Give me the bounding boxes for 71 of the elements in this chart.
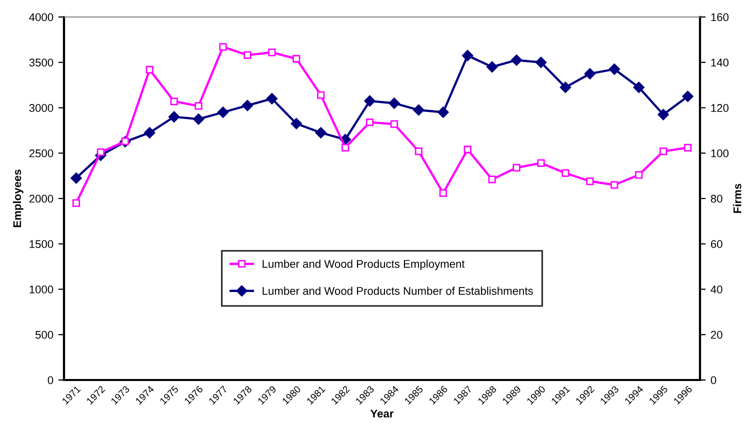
- point: [268, 48, 276, 56]
- point: [413, 104, 424, 116]
- y-tick-label: 1000: [30, 286, 54, 294]
- point: [72, 199, 80, 207]
- point: [366, 118, 374, 126]
- y2-tick-label: 60: [710, 240, 722, 248]
- point: [584, 68, 596, 80]
- point: [510, 54, 522, 66]
- y2-tick-label: 160: [711, 13, 729, 22]
- y2-tick-label: 140: [711, 58, 729, 67]
- point: [244, 51, 252, 59]
- point: [170, 98, 178, 106]
- point: [96, 148, 105, 156]
- y2-tick-label: 100: [711, 149, 729, 158]
- point: [439, 189, 447, 197]
- point: [633, 82, 644, 93]
- point: [70, 172, 82, 184]
- legend-label: Lumber and Wood Products Employment: [262, 260, 465, 270]
- point: [658, 108, 669, 120]
- y-tick-label: 1500: [30, 240, 54, 248]
- point: [608, 64, 620, 75]
- y-tick-label: 3500: [29, 58, 54, 67]
- point: [512, 164, 520, 172]
- point: [414, 147, 423, 156]
- point: [192, 113, 204, 125]
- y-tick-label: 2500: [29, 149, 54, 158]
- point: [486, 61, 498, 73]
- y2-axis-title: Firms: [733, 184, 742, 213]
- point: [364, 95, 376, 107]
- point: [194, 102, 202, 110]
- point: [535, 56, 547, 68]
- point: [341, 144, 350, 152]
- point: [537, 159, 545, 167]
- point: [586, 177, 594, 186]
- point: [317, 91, 325, 99]
- y-tick-label: 3000: [29, 104, 54, 112]
- point: [462, 50, 474, 62]
- y2-tick-label: 120: [711, 104, 729, 112]
- legend-label: Lumber and Wood Products Number of Establishments: [262, 286, 533, 295]
- y2-tick-label: 80: [710, 194, 722, 203]
- point: [168, 111, 180, 122]
- point: [610, 181, 618, 189]
- point: [144, 127, 156, 138]
- point: [146, 66, 154, 74]
- point: [438, 106, 449, 118]
- point: [388, 98, 400, 109]
- y-tick-label: 0: [48, 376, 54, 384]
- point: [290, 118, 302, 130]
- point: [635, 171, 643, 179]
- y2-tick-label: 40: [710, 286, 722, 294]
- y-tick-label: 4000: [29, 13, 54, 22]
- point: [684, 144, 692, 152]
- point: [560, 82, 572, 93]
- y-axis-title: Employees: [12, 170, 24, 228]
- point: [219, 43, 227, 51]
- point: [682, 90, 694, 102]
- point: [266, 93, 278, 104]
- point: [292, 54, 300, 63]
- point: [488, 176, 496, 184]
- y2-tick-label: 20: [710, 330, 722, 339]
- x-axis-title: Year: [370, 410, 394, 418]
- y2-tick-label: 0: [710, 376, 716, 384]
- y-tick-label: 500: [35, 330, 54, 339]
- point: [217, 106, 229, 118]
- point: [242, 100, 254, 112]
- y-tick-label: 2000: [29, 194, 54, 203]
- point: [464, 146, 472, 154]
- point: [315, 127, 326, 138]
- point: [390, 120, 398, 128]
- point: [659, 147, 668, 156]
- point: [562, 169, 570, 177]
